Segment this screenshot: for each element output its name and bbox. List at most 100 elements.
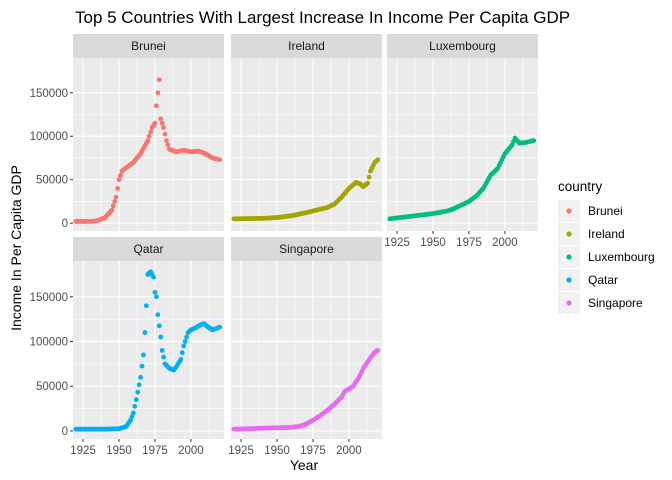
legend-title: country [558,179,603,194]
legend-item: Luxembourg [558,246,655,268]
data-point [115,186,120,191]
x-tick-label: 2000 [178,445,204,457]
legend-keys: Brunei Ireland Luxembourg Qatar Singapore [558,200,655,314]
data-point [145,138,151,143]
data-point [158,116,164,122]
data-point [375,157,381,163]
legend-key-point [566,231,572,237]
x-axis-title: Year [290,457,319,473]
facet-strip [231,237,382,261]
data-point [151,274,156,280]
x-tick-label: 1950 [420,237,446,249]
data-point [132,403,138,409]
data-point [139,363,145,369]
data-point [156,323,162,329]
data-point [131,410,136,416]
data-point [110,203,116,209]
facet-strip-label: Luxembourg [429,39,496,53]
x-tick-label: 1925 [384,237,410,249]
data-point [152,289,158,295]
legend: country Brunei Ireland Luxembourg Qatar Sing… [558,179,655,314]
panel-background [231,58,382,231]
data-point [148,129,154,135]
x-tick-label: 1925 [228,445,254,457]
data-point [164,138,169,143]
x-tick-label: 1975 [456,237,482,249]
data-point [184,334,190,340]
y-tick-label: 150000 [30,88,68,100]
legend-key-point [566,300,572,306]
data-point [156,77,162,83]
data-point [181,343,187,349]
data-point [113,194,119,200]
y-tick-label: 50000 [36,175,68,187]
facet-strip-label: Ireland [288,39,325,53]
x-tick-label: 1975 [300,445,326,457]
data-point [217,157,223,163]
data-point [155,312,161,318]
legend-label: Ireland [588,227,625,241]
x-tick-label: 2000 [336,445,362,457]
facet-panel-ireland: Ireland [231,34,382,231]
data-point [154,294,159,300]
data-point [152,120,158,126]
y-axis-title: Income In Per Capita GDP [8,165,24,331]
facet-strip-label: Qatar [133,242,163,256]
data-point [135,389,141,395]
facet-panel-singapore: Singapore 1925 1950 1975 2000 [228,237,382,457]
facet-panel-luxembourg: Luxembourg 1925 1950 1975 2000 [384,34,538,249]
data-point [133,397,139,403]
legend-label: Singapore [588,296,643,310]
legend-item: Singapore [558,292,643,314]
y-tick-label: 150000 [30,292,68,304]
legend-label: Luxembourg [588,250,655,264]
y-tick-label: 0 [62,426,68,438]
legend-key-point [566,208,572,214]
legend-key-point [566,254,572,260]
facet-strip-label: Brunei [131,39,166,53]
y-tick-label: 100000 [30,131,68,143]
data-point [365,180,371,186]
facet-panels: Brunei 0 50000 100000 150000 Ireland Luxembour… [30,34,538,457]
facet-strip [73,237,224,261]
chart-title: Top 5 Countries With Largest Increase In… [75,8,570,27]
data-point [141,352,146,358]
y-tick-label: 0 [62,218,68,230]
facet-strip [73,34,224,58]
data-point [178,356,184,362]
legend-item: Brunei [558,200,623,222]
x-tick-label: 1925 [70,445,96,457]
x-tick-label: 1950 [264,445,290,457]
data-point [138,374,143,380]
data-point [109,207,115,213]
legend-label: Qatar [588,273,618,287]
data-point [179,350,185,356]
x-tick-label: 1950 [106,445,132,457]
facet-strip [231,34,382,58]
data-point [118,172,123,178]
data-point [155,90,161,96]
data-point [116,177,122,183]
panel-background [73,58,224,231]
data-point [154,103,159,109]
data-point [366,174,372,180]
legend-key-point [566,277,572,283]
data-point [375,348,381,353]
facet-strip [387,34,538,58]
data-point [161,354,167,360]
data-point [165,142,171,148]
facet-panel-qatar: Qatar 0 50000 100000 150000 1925 1950 1975 2000 [30,237,224,457]
data-point [142,330,148,335]
data-point [159,120,165,126]
data-point [158,334,164,340]
data-point [159,348,165,353]
legend-item: Ireland [558,223,625,245]
x-tick-label: 2000 [492,237,518,249]
x-tick-label: 1975 [142,445,168,457]
legend-item: Qatar [558,269,618,291]
y-tick-label: 50000 [36,381,68,393]
panel-background [231,261,382,439]
data-point [531,138,537,143]
y-tick-label: 100000 [30,337,68,349]
